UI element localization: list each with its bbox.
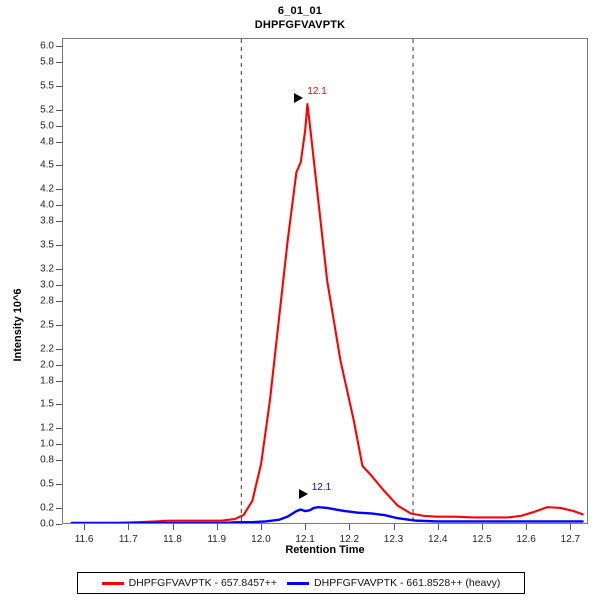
y-axis-tick-mark [56,142,62,143]
trace-line-light[interactable] [70,103,584,523]
y-axis-tick-label: 4.5 [40,159,54,171]
y-axis-tick-mark [56,524,62,525]
legend-color-swatch [287,581,310,585]
x-axis-tick-mark [84,524,85,530]
x-axis-tick-mark [526,524,527,530]
y-axis-tick-mark [56,365,62,366]
chart-title-block: 6_01_01 DHPFGFVAVPTK [0,4,600,32]
y-axis-tick-label: 5.5 [40,80,54,92]
x-axis-tick-label: 12.1 [295,534,315,545]
legend-item-heavy[interactable]: DHPFGFVAVPTK - 661.8528++ (heavy) [287,577,500,589]
y-axis-tick-mark [56,62,62,63]
legend-label: DHPFGFVAVPTK - 661.8528++ (heavy) [314,577,501,589]
y-axis-tick-mark [56,381,62,382]
x-axis-tick-label: 12.6 [516,534,536,545]
trace-line-heavy[interactable] [70,505,584,523]
x-axis-tick-label: 12.0 [251,534,271,545]
x-axis-tick-mark [394,524,395,530]
x-axis-tick-mark [438,524,439,530]
x-axis-tick-label: 12.4 [427,534,448,545]
peak-annotation-light: 12.1 [294,85,327,103]
y-axis-tick-label: 2.2 [40,343,54,355]
y-axis-tick-mark [56,301,62,302]
y-axis-tick-mark [56,508,62,509]
y-axis-tick-mark [56,428,62,429]
y-axis-tick-label: 4.2 [40,183,54,195]
y-axis: Intensity 10^6 0.0 0.2 0.5 0.8 1.0 1.2 1.5 1.8 2… [0,38,62,530]
x-axis-label: Retention Time [285,544,365,556]
y-axis-tick-mark [56,404,62,405]
y-axis-tick-label: 5.8 [40,56,54,68]
x-axis-tick-label: 12.3 [383,534,404,545]
peak-pointer-triangle-icon [294,92,304,103]
legend-label: DHPFGFVAVPTK - 657.8457++ [128,577,278,589]
y-axis-tick-mark [56,205,62,206]
page-title: 6_01_01 [277,5,323,17]
y-axis-label: Intensity 10^6 [12,288,24,362]
x-axis-tick-mark [128,524,129,530]
y-axis-tick-mark [56,269,62,270]
y-axis-tick-label: 5.2 [40,104,54,116]
y-axis-tick-label: 1.5 [40,398,54,410]
y-axis-tick-label: 3.8 [40,215,54,227]
y-axis-tick-label: 2.8 [40,295,54,307]
x-axis-tick-label: 11.7 [118,534,138,545]
x-axis-tick-mark [349,524,350,530]
x-axis-tick-label: 12.5 [472,534,492,545]
y-axis-tick-mark [56,484,62,485]
peak-pointer-triangle-icon [298,488,308,499]
y-axis-tick-label: 5.0 [40,120,54,132]
y-axis-tick-mark [56,126,62,127]
x-axis-tick-label: 11.9 [207,534,227,545]
y-axis-tick-label: 3.2 [40,263,54,275]
y-axis-tick-mark [56,460,62,461]
x-axis-tick-label: 12.2 [339,534,360,545]
y-axis-tick-label: 0.2 [40,502,54,514]
peak-annotation-heavy: 12.1 [298,481,332,499]
y-axis-tick-mark [56,46,62,47]
x-axis-tick-mark [173,524,174,530]
y-axis-tick-mark [56,110,62,111]
y-axis-tick-mark [56,189,62,190]
chart-legend[interactable]: DHPFGFVAVPTK - 657.8457++ DHPFGFVAVPTK - … [77,572,525,594]
y-axis-tick-label: 2.5 [40,319,54,331]
peak-annotation-label: 12.1 [311,481,332,493]
x-axis-tick-label: 11.8 [163,534,182,545]
legend-item-light[interactable]: DHPFGFVAVPTK - 657.8457++ [101,577,278,589]
y-axis-tick-mark [56,165,62,166]
x-axis-tick-mark [482,524,483,530]
plot-area[interactable] [62,38,588,524]
y-axis-tick-mark [56,285,62,286]
y-axis-tick-label: 3.5 [40,239,54,251]
y-axis-tick-label: 4.0 [40,199,54,211]
x-axis-tick-label: 11.6 [74,534,94,545]
y-axis-tick-mark [56,245,62,246]
peak-annotation-label: 12.1 [307,85,327,97]
y-axis-tick-label: 4.8 [40,136,54,148]
x-axis-tick-label: 12.7 [560,534,581,545]
y-axis-tick-label: 0.5 [40,478,54,490]
y-axis-tick-label: 0.8 [40,454,54,466]
y-axis-tick-mark [56,349,62,350]
x-axis-tick-mark [305,524,306,530]
y-axis-tick-label: 0.0 [40,518,54,530]
y-axis-tick-label: 1.8 [40,375,54,387]
y-axis-tick-label: 1.2 [40,422,54,434]
y-axis-tick-mark [56,221,62,222]
y-axis-tick-label: 3.0 [40,279,54,291]
x-axis: 11.6 11.7 11.8 11.9 12.0 12.1 12.2 12.3 12.4 12.5… [62,524,588,564]
x-axis-tick-mark [261,524,262,530]
y-axis-tick-mark [56,325,62,326]
y-axis-tick-label: 6.0 [40,40,54,52]
y-axis-tick-label: 2.0 [40,359,54,371]
y-axis-tick-mark [56,86,62,87]
x-axis-tick-mark [570,524,571,530]
page-subtitle: DHPFGFVAVPTK [254,19,346,31]
trace-canvas [70,39,584,523]
x-axis-tick-mark [217,524,218,530]
y-axis-tick-label: 1.0 [40,438,54,450]
y-axis-tick-mark [56,444,62,445]
legend-color-swatch [101,581,124,585]
